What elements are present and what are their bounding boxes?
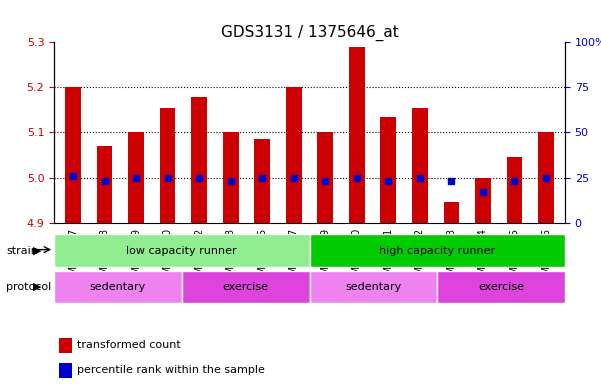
Bar [65, 87, 81, 223]
Bar [97, 146, 112, 223]
Point [447, 178, 456, 184]
Point [510, 178, 519, 184]
FancyBboxPatch shape [182, 271, 310, 303]
FancyBboxPatch shape [310, 234, 565, 267]
Text: exercise: exercise [478, 282, 524, 292]
Point [542, 174, 551, 180]
Bar [380, 117, 396, 223]
Bar [412, 108, 428, 223]
Point [257, 174, 267, 180]
Bar [444, 202, 459, 223]
Point [194, 174, 204, 180]
Text: ▶: ▶ [33, 246, 41, 256]
Bar [254, 139, 270, 223]
Text: percentile rank within the sample: percentile rank within the sample [77, 365, 265, 375]
Point [383, 178, 393, 184]
Text: sedentary: sedentary [345, 282, 401, 292]
Text: transformed count: transformed count [77, 340, 181, 350]
Bar [349, 47, 365, 223]
Bar [160, 108, 175, 223]
Text: sedentary: sedentary [90, 282, 146, 292]
Point [320, 178, 330, 184]
Point [68, 173, 78, 179]
Text: exercise: exercise [222, 282, 269, 292]
Point [478, 189, 488, 195]
Title: GDS3131 / 1375646_at: GDS3131 / 1375646_at [221, 25, 398, 41]
Bar [286, 87, 302, 223]
Text: ▶: ▶ [33, 282, 41, 292]
Text: high capacity runner: high capacity runner [379, 245, 495, 256]
Point [415, 174, 425, 180]
Point [226, 178, 236, 184]
Point [100, 178, 109, 184]
Bar [191, 97, 207, 223]
Bar [128, 132, 144, 223]
FancyBboxPatch shape [310, 271, 437, 303]
Point [289, 174, 299, 180]
Point [131, 174, 141, 180]
Text: strain: strain [6, 246, 38, 256]
Bar [538, 132, 554, 223]
Bar [223, 132, 239, 223]
Bar [317, 132, 333, 223]
Point [163, 174, 172, 180]
Point [352, 174, 362, 180]
Bar [507, 157, 522, 223]
Bar [59, 338, 72, 353]
Bar [475, 177, 491, 223]
FancyBboxPatch shape [437, 271, 565, 303]
FancyBboxPatch shape [54, 271, 182, 303]
Bar [59, 362, 72, 378]
Text: protocol: protocol [6, 282, 51, 292]
FancyBboxPatch shape [54, 234, 310, 267]
Text: low capacity runner: low capacity runner [126, 245, 237, 256]
